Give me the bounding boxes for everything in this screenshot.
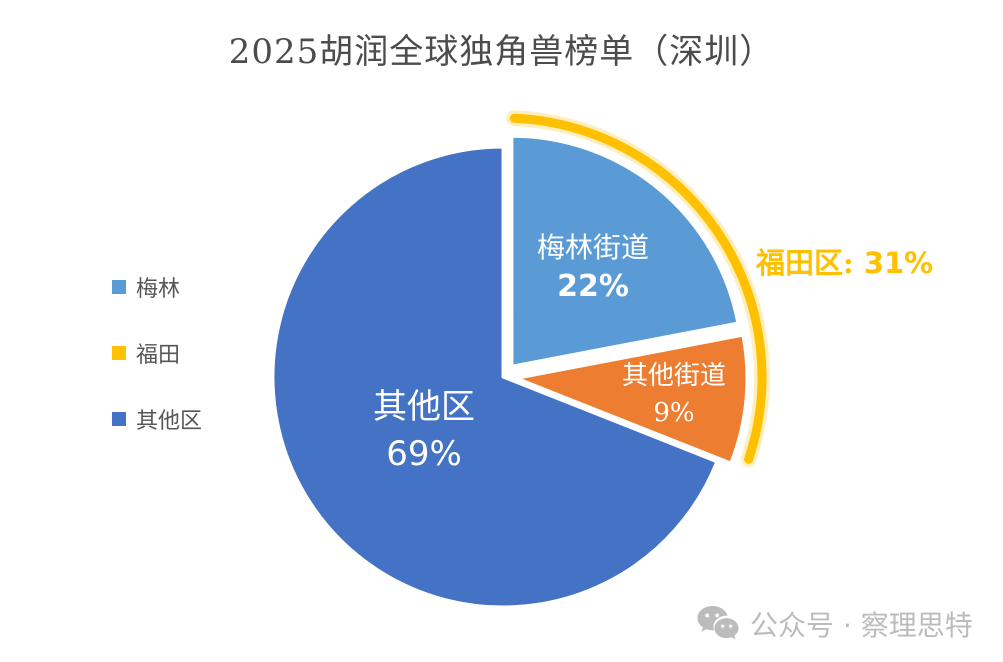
callout-value: 31% (863, 246, 934, 280)
pie-slice-2 (515, 333, 749, 465)
watermark-text: 公众号 · 察理思特 (750, 609, 973, 642)
legend-swatch-futian (112, 345, 126, 360)
legend-label-meilin: 梅林 (136, 276, 181, 302)
highlight-arc (509, 113, 767, 464)
legend-item-qitaqu: 其他区 (112, 406, 202, 434)
watermark: 公众号 · 察理思特 (696, 604, 973, 644)
chart-title: 2025胡润全球独角兽榜单（深圳） (228, 32, 775, 72)
legend-swatch-qitaqu (112, 411, 126, 426)
futian-total-callout: 福田区: 31% (756, 240, 976, 282)
pie-slice-3 (271, 145, 719, 609)
legend: 梅林 福田 其他区 (112, 274, 202, 434)
legend-label-futian: 福田 (136, 342, 181, 368)
legend-label-qitaqu: 其他区 (136, 408, 203, 434)
legend-swatch-meilin (112, 279, 126, 294)
legend-item-meilin: 梅林 (112, 274, 202, 302)
wechat-icon (697, 606, 739, 640)
pie-slice-1 (510, 134, 740, 368)
callout-label: 福田区: (756, 246, 854, 280)
legend-item-futian: 福田 (112, 340, 202, 368)
